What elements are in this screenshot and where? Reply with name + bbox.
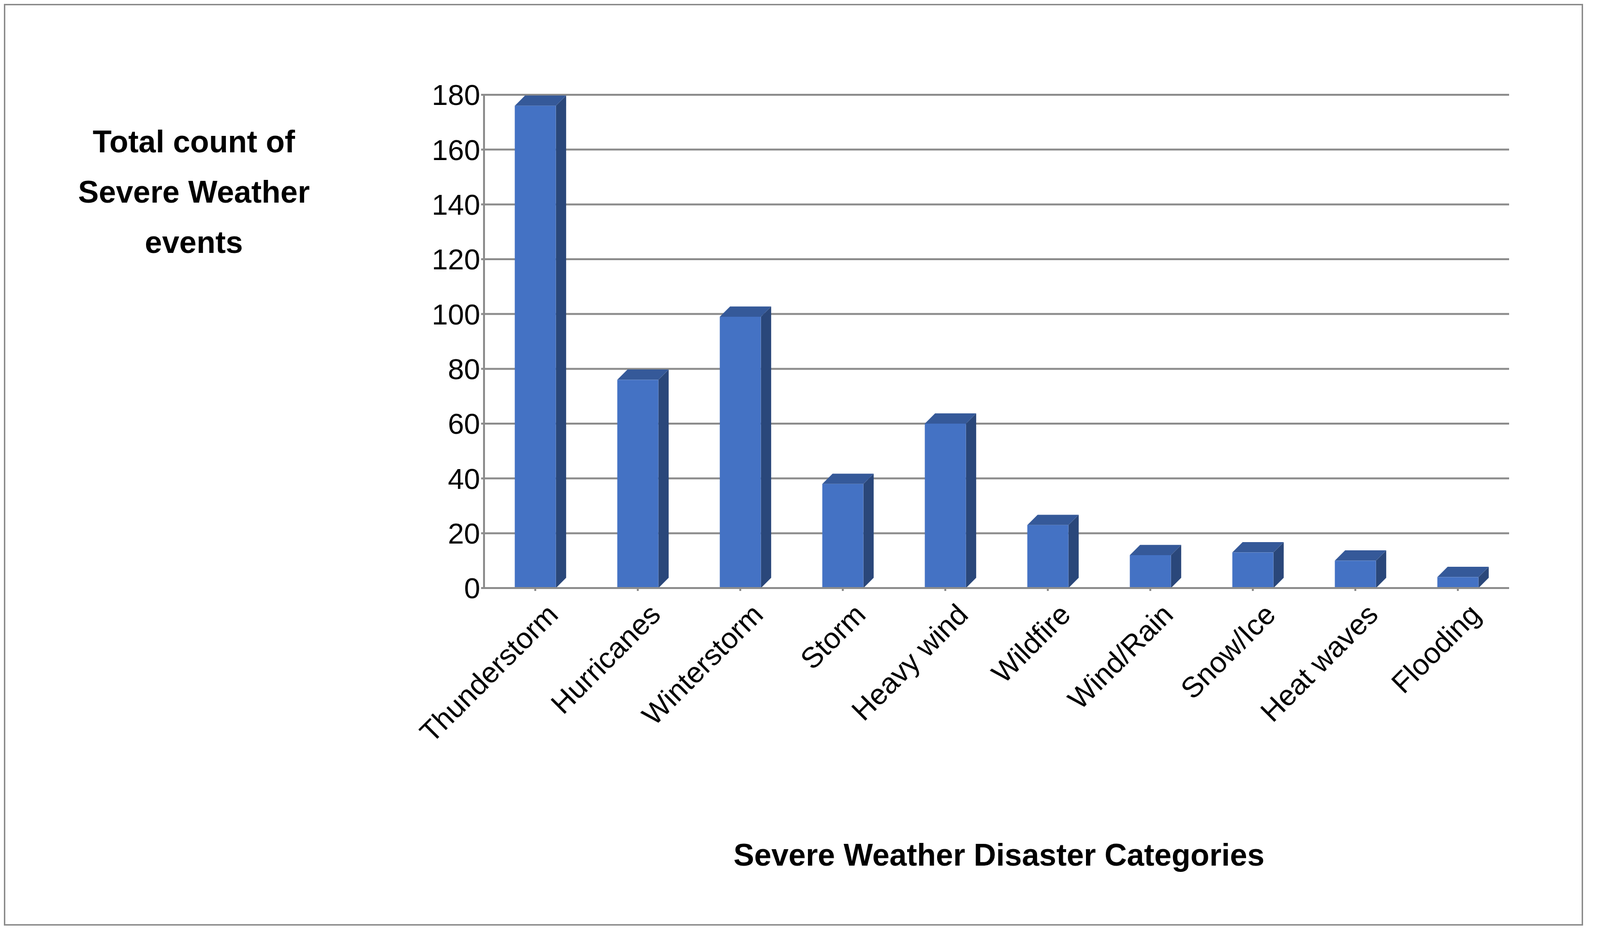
svg-text:80: 80 (447, 352, 481, 386)
svg-text:40: 40 (447, 462, 481, 496)
svg-text:Wind/Rain: Wind/Rain (1061, 597, 1180, 716)
svg-text:20: 20 (447, 517, 481, 550)
svg-text:180: 180 (431, 78, 481, 112)
svg-text:0: 0 (464, 572, 481, 605)
svg-text:Snow/Ice: Snow/Ice (1174, 597, 1282, 705)
svg-text:Wildfire: Wildfire (985, 597, 1077, 690)
svg-text:160: 160 (431, 133, 481, 167)
svg-text:100: 100 (431, 298, 481, 331)
svg-text:Flooding: Flooding (1385, 597, 1487, 700)
svg-text:140: 140 (431, 188, 481, 221)
svg-text:120: 120 (431, 243, 481, 276)
svg-text:Winterstorm: Winterstorm (635, 597, 770, 732)
html-text:Severe Weather Disaster Catego: Severe Weather Disaster Categories (733, 837, 1265, 873)
svg-text:Heat waves: Heat waves (1254, 597, 1385, 728)
svg-text:Thunderstorm: Thunderstorm (413, 597, 564, 749)
svg-text:Hurricanes: Hurricanes (544, 597, 667, 720)
svg-text:Heavy wind: Heavy wind (845, 597, 975, 727)
html-text:Total count of Severe Weather: Total count of Severe Weather events (78, 124, 310, 260)
svg-text:60: 60 (447, 407, 481, 441)
svg-text:Storm: Storm (793, 597, 872, 676)
